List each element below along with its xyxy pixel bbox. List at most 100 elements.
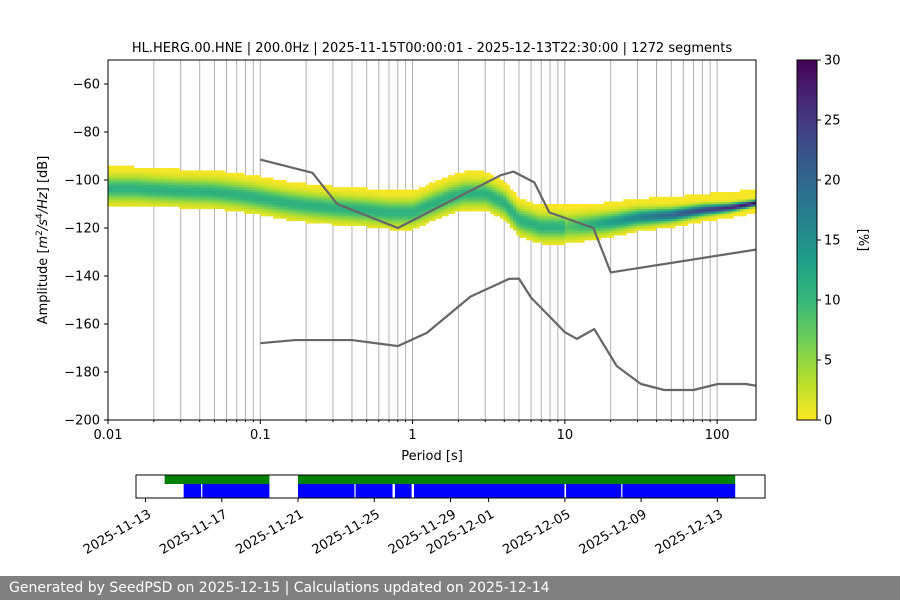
histogram-cell: [681, 204, 686, 207]
histogram-cell: [506, 192, 511, 195]
histogram-cell: [509, 196, 514, 200]
histogram-cell: [127, 184, 132, 188]
histogram-cell: [444, 182, 449, 186]
histogram-cell: [687, 218, 692, 222]
histogram-cell: [428, 213, 433, 217]
histogram-cell: [347, 204, 352, 207]
histogram-cell: [169, 177, 174, 181]
histogram-cell: [409, 223, 413, 226]
histogram-cell: [124, 168, 128, 171]
histogram-cell: [380, 216, 384, 219]
histogram-cell: [211, 182, 216, 186]
histogram-cell: [383, 199, 388, 202]
timeline-blue-segment: [622, 484, 736, 498]
histogram-cell: [127, 196, 132, 200]
histogram-cell: [117, 165, 122, 169]
histogram-cell: [412, 206, 417, 210]
histogram-cell: [344, 192, 349, 195]
histogram-cell: [687, 196, 692, 200]
histogram-cell: [344, 196, 349, 200]
histogram-cell: [341, 189, 345, 193]
histogram-cell: [652, 204, 656, 207]
histogram-cell: [668, 204, 673, 207]
histogram-cell: [360, 220, 365, 224]
histogram-cell: [432, 187, 436, 190]
histogram-cell: [616, 228, 621, 231]
histogram-cell: [623, 232, 627, 236]
histogram-cell: [594, 213, 598, 217]
histogram-cell: [325, 213, 329, 217]
histogram-cell: [525, 218, 530, 222]
histogram-cell: [169, 182, 174, 186]
histogram-cell: [117, 168, 122, 171]
histogram-cell: [150, 192, 154, 195]
histogram-cell: [354, 206, 358, 210]
histogram-cell: [318, 211, 323, 214]
histogram-cell: [321, 204, 326, 207]
histogram-cell: [308, 187, 313, 190]
histogram-cell: [713, 204, 718, 207]
histogram-cell: [642, 225, 647, 229]
histogram-cell: [198, 204, 203, 207]
histogram-cell: [509, 211, 514, 214]
histogram-cell: [376, 211, 381, 214]
histogram-cell: [483, 177, 488, 181]
histogram-cell: [568, 206, 572, 210]
histogram-cell: [143, 170, 148, 174]
histogram-cell: [201, 204, 206, 207]
histogram-cell: [457, 201, 462, 205]
histogram-cell: [538, 237, 543, 241]
histogram-cell: [127, 204, 132, 207]
histogram-cell: [127, 187, 132, 190]
histogram-cell: [302, 218, 307, 222]
histogram-cell: [185, 192, 190, 195]
histogram-cell: [409, 201, 413, 205]
histogram-cell: [535, 228, 540, 231]
histogram-cell: [124, 201, 128, 205]
histogram-cell: [632, 220, 637, 224]
histogram-cell: [480, 204, 485, 207]
histogram-cell: [305, 189, 310, 193]
histogram-cell: [153, 196, 157, 200]
histogram-cell: [422, 196, 426, 200]
histogram-cell: [347, 220, 352, 224]
histogram-cell: [470, 182, 475, 186]
histogram-cell: [305, 201, 310, 205]
histogram-cell: [619, 211, 624, 214]
histogram-cell: [111, 180, 115, 183]
histogram-cell: [282, 204, 287, 207]
histogram-cell: [584, 220, 588, 224]
histogram-cell: [399, 199, 404, 202]
histogram-cell: [474, 175, 478, 178]
histogram-cell: [720, 194, 724, 198]
histogram-cell: [308, 192, 313, 195]
histogram-cell: [438, 187, 443, 190]
histogram-cell: [558, 208, 562, 212]
histogram-cell: [496, 213, 501, 217]
histogram-cell: [522, 223, 527, 226]
histogram-cell: [111, 168, 115, 171]
histogram-cell: [227, 175, 232, 178]
histogram-cell: [752, 211, 756, 214]
histogram-cell: [684, 208, 689, 212]
histogram-cell: [289, 196, 294, 200]
histogram-cell: [415, 208, 420, 212]
histogram-cell: [454, 192, 459, 195]
histogram-cell: [176, 189, 180, 193]
histogram-cell: [224, 187, 229, 190]
histogram-cell: [383, 208, 388, 212]
histogram-cell: [237, 199, 242, 202]
histogram-cell: [393, 216, 397, 219]
histogram-cell: [273, 180, 277, 183]
histogram-cell: [616, 232, 621, 236]
histogram-cell: [270, 187, 274, 190]
histogram-cell: [574, 225, 579, 229]
histogram-cell: [616, 225, 621, 229]
histogram-cell: [710, 216, 715, 219]
histogram-cell: [616, 213, 621, 217]
histogram-cell: [227, 182, 232, 186]
histogram-cell: [140, 189, 145, 193]
histogram-cell: [487, 199, 491, 202]
histogram-cell: [172, 201, 177, 205]
histogram-cell: [697, 201, 702, 205]
